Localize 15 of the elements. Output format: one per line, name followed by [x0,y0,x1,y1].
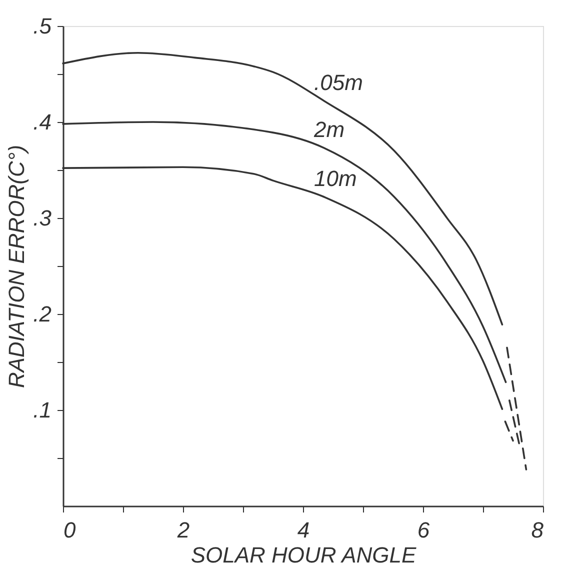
x-tick-label: 4 [297,518,310,542]
x-tick-label: 0 [64,518,76,542]
series-label: 10m [314,166,357,191]
series-label: .05m [314,70,363,95]
y-tick-label: .3 [33,206,52,230]
y-tick-label: .1 [33,398,52,422]
x-axis-title: SOLAR HOUR ANGLE [190,542,416,568]
y-tick-label: .5 [33,14,52,38]
series-label: 2m [313,116,345,142]
y-tick-label: .4 [33,110,52,134]
x-tick-label: 2 [176,518,190,542]
y-tick-label: .2 [33,302,52,326]
x-tick-label: 6 [417,518,430,542]
y-axis-title: RADIATION ERROR(C°) [4,144,30,388]
x-tick-label: 8 [531,518,544,542]
